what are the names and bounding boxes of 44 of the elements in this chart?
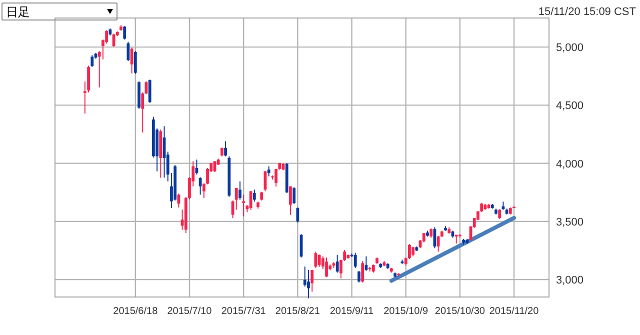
candlestick <box>289 186 292 216</box>
candlestick <box>234 187 238 210</box>
candlestick <box>318 254 321 268</box>
candlestick <box>354 252 357 268</box>
text: 15/11/20 15:09 CST <box>538 6 636 18</box>
x-tick-label: 2015/7/31 <box>221 306 266 317</box>
candlestick <box>364 256 368 272</box>
candlestick <box>242 194 246 217</box>
candlestick <box>498 208 502 220</box>
x-tick-label: 2015/7/10 <box>167 306 212 317</box>
x-tick-label: 2015/11/20 <box>489 306 540 317</box>
candlestick <box>224 140 227 157</box>
x-tick-label: 2015/9/11 <box>330 306 374 317</box>
candlestick <box>267 166 270 177</box>
candlestick <box>292 186 296 204</box>
candlestick <box>361 260 364 283</box>
text: 日足 <box>6 5 30 19</box>
candlestick <box>310 269 314 292</box>
candlestick <box>307 269 310 299</box>
y-tick-label: 3,500 <box>556 216 584 228</box>
x-tick-label: 2015/10/30 <box>434 306 486 317</box>
candlestick <box>325 256 328 278</box>
y-tick-label: 4,500 <box>556 100 584 112</box>
candlestick <box>274 168 278 188</box>
x-tick-label: 2015/6/18 <box>113 306 158 317</box>
candlestick <box>123 26 126 40</box>
candlestick <box>90 54 94 68</box>
candlestick <box>252 189 256 202</box>
candlestick <box>148 79 152 104</box>
candlestick <box>336 254 339 274</box>
candlestick <box>177 193 180 208</box>
candlestick <box>198 176 202 196</box>
candlestick <box>238 180 242 200</box>
candlestick <box>430 228 433 238</box>
candlestick <box>358 270 360 283</box>
candlestick <box>134 50 137 74</box>
candlestick <box>296 206 300 224</box>
candlestick <box>213 160 216 173</box>
x-tick-label: 2015/8/21 <box>275 306 320 317</box>
y-tick-label: 4,000 <box>556 158 584 170</box>
x-tick-label: 2015/10/9 <box>384 306 429 317</box>
candlestick <box>412 246 415 257</box>
y-tick-label: 5,000 <box>556 42 584 54</box>
y-tick-label: 3,000 <box>556 274 584 287</box>
